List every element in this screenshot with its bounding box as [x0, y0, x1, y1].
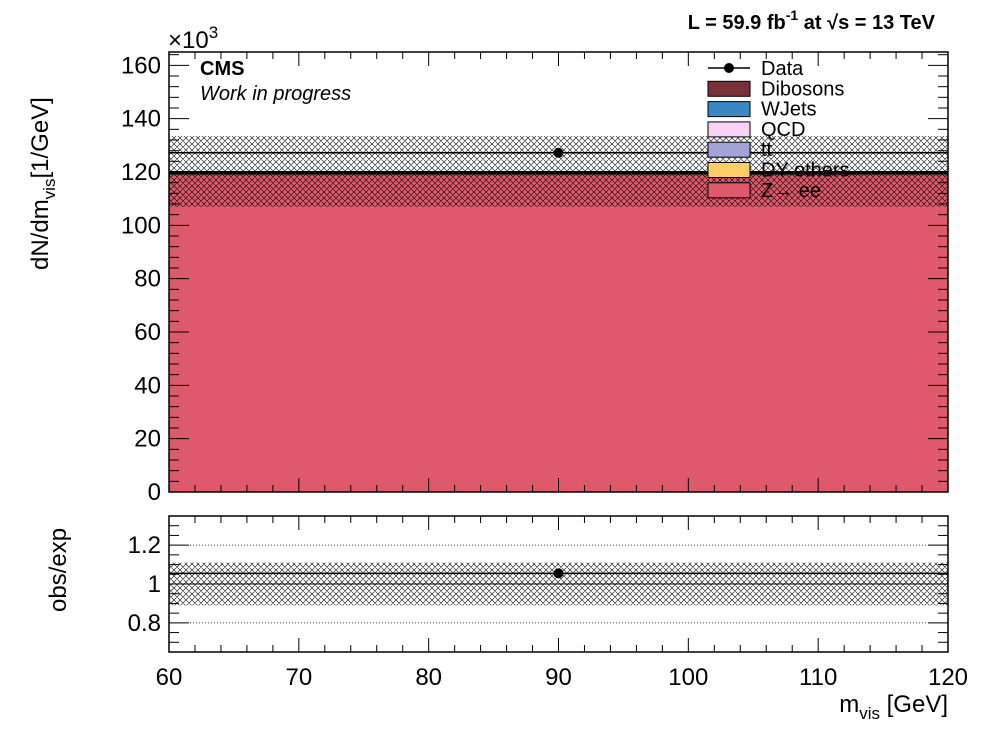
legend-label: DY others: [761, 160, 850, 182]
legend-entry: QCD: [707, 119, 805, 141]
y-tick-label: 160: [121, 52, 161, 79]
main-y-axis-label: dN/dmvis[1/GeV]: [27, 97, 59, 270]
lumi-label: L = 59.9 fb-1 at √s = 13 TeV: [688, 7, 936, 34]
legend-swatch: [707, 182, 751, 199]
legend-entry: Dibosons: [707, 78, 844, 100]
cms-label: CMS: [200, 58, 244, 80]
legend-swatch: [707, 141, 751, 158]
ratio-y-ticks: 0.8 1 1.2: [128, 525, 948, 643]
bar-z-ee: [168, 174, 949, 493]
x-tick-label: 110: [799, 664, 837, 691]
data-series: [169, 147, 948, 158]
y-tick-label: 40: [134, 372, 161, 399]
ratio-y-axis-label: obs/exp: [45, 528, 72, 612]
ratio-frame: [168, 515, 949, 653]
data-point: [553, 147, 564, 158]
legend-entry: WJets: [707, 99, 817, 121]
y-exponent: ×103: [168, 23, 218, 54]
ratio-y-tick-label: 1: [148, 571, 161, 598]
y-tick-label: 20: [134, 426, 161, 453]
ratio-plot: 0.8 1 1.2 60 70 80 90 100 110 120: [128, 515, 968, 691]
ratio-y-tick-label: 1.2: [128, 532, 161, 559]
x-axis-label: mvis [GeV]: [839, 691, 948, 723]
legend-entry: tt: [707, 139, 773, 161]
legend-label: Z→ ee: [761, 180, 821, 202]
legend-label: Data: [761, 58, 804, 80]
y-tick-label: 100: [121, 212, 161, 239]
ratio-points: [553, 568, 564, 579]
x-tick-label: 60: [156, 664, 183, 691]
x-tick-label: 100: [668, 664, 708, 691]
stacked-bars: [168, 171, 949, 493]
y-tick-label: 80: [134, 266, 161, 293]
y-tick-label: 140: [121, 106, 161, 133]
legend-entry: Z→ ee: [707, 180, 821, 202]
x-tick-label: 120: [928, 664, 968, 691]
legend-swatch: [707, 162, 751, 178]
x-tick-label: 70: [285, 664, 312, 691]
x-axis-ticks: 60 70 80 90 100 110 120: [156, 516, 968, 691]
legend-swatch: [707, 80, 751, 97]
legend-label: WJets: [761, 99, 817, 121]
main-frame: [168, 51, 949, 493]
legend-entry: DY others: [707, 160, 850, 182]
legend-swatch: [707, 101, 751, 118]
ratio-point: [553, 568, 564, 579]
status-label: Work in progress: [200, 83, 351, 105]
ratio-y-tick-label: 0.8: [128, 610, 161, 637]
legend-label: QCD: [761, 119, 805, 141]
legend-label: Dibosons: [761, 78, 844, 100]
legend-label: tt: [761, 139, 773, 161]
y-tick-label: 120: [121, 159, 161, 186]
x-tick-label: 90: [545, 664, 572, 691]
main-plot: 0 20 40 60 80 100 120 140 160: [121, 51, 949, 506]
legend-marker: [724, 63, 734, 73]
legend-entry: Data: [708, 58, 804, 80]
x-tick-label: 80: [415, 664, 442, 691]
y-tick-label: 60: [134, 319, 161, 346]
legend-swatch: [707, 121, 751, 138]
y-tick-label: 0: [148, 479, 161, 506]
